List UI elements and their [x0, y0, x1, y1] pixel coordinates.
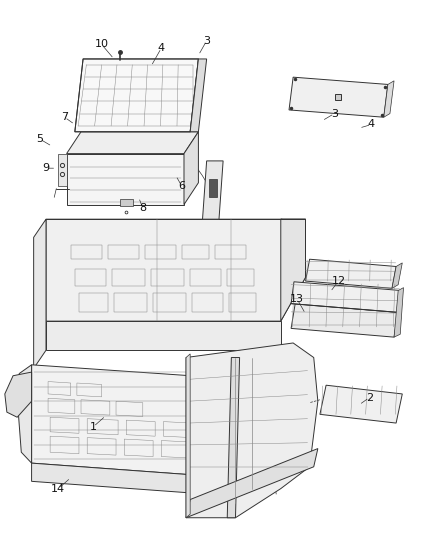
Polygon shape [75, 59, 198, 132]
Polygon shape [291, 304, 398, 337]
Polygon shape [34, 219, 46, 368]
Polygon shape [5, 372, 32, 417]
Text: 3: 3 [203, 36, 210, 46]
Polygon shape [208, 179, 217, 197]
Polygon shape [186, 449, 318, 518]
Polygon shape [320, 385, 402, 423]
Polygon shape [46, 321, 281, 350]
Text: 4: 4 [158, 43, 165, 53]
Text: 2: 2 [366, 393, 373, 402]
Text: 3: 3 [331, 109, 338, 118]
Polygon shape [392, 263, 402, 288]
Polygon shape [305, 259, 396, 288]
Text: 8: 8 [139, 203, 146, 213]
Polygon shape [394, 288, 403, 337]
Text: 9: 9 [42, 163, 49, 173]
Polygon shape [227, 358, 240, 518]
Polygon shape [184, 132, 198, 205]
Polygon shape [202, 161, 223, 219]
Polygon shape [58, 154, 67, 187]
Text: 1: 1 [90, 422, 97, 432]
Polygon shape [67, 132, 198, 154]
Text: 14: 14 [51, 483, 65, 494]
Text: 5: 5 [36, 134, 43, 144]
Polygon shape [120, 199, 133, 206]
Polygon shape [46, 219, 305, 321]
Text: 12: 12 [332, 276, 346, 286]
Text: 10: 10 [95, 39, 109, 50]
Text: 7: 7 [61, 112, 68, 122]
Polygon shape [384, 81, 394, 117]
Text: 6: 6 [178, 181, 185, 191]
Polygon shape [281, 219, 305, 321]
Polygon shape [190, 59, 207, 132]
Polygon shape [289, 77, 388, 117]
Polygon shape [17, 365, 32, 463]
Polygon shape [32, 463, 231, 496]
Text: 4: 4 [368, 119, 375, 130]
Text: 13: 13 [290, 294, 304, 304]
Polygon shape [32, 365, 244, 478]
Polygon shape [67, 154, 184, 205]
Polygon shape [186, 354, 190, 518]
Polygon shape [291, 282, 401, 312]
Polygon shape [186, 343, 318, 518]
